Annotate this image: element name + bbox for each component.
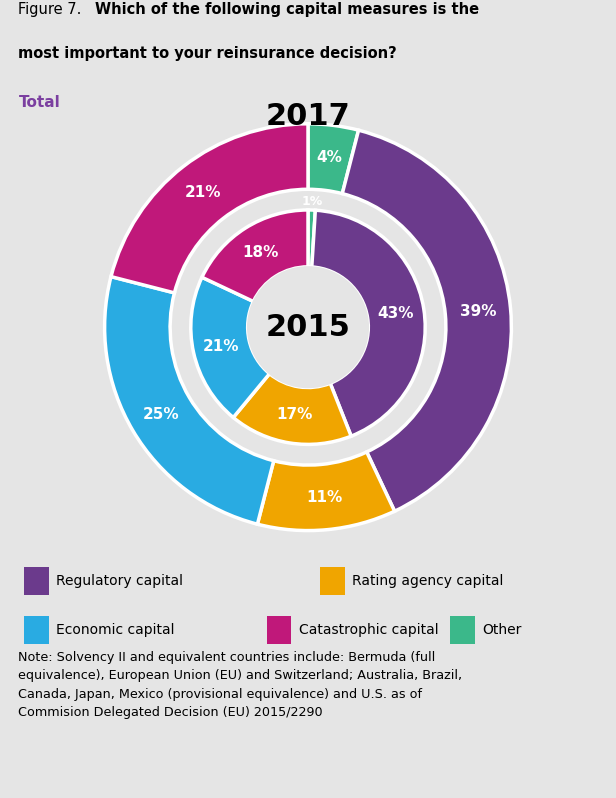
Text: Other: Other bbox=[482, 623, 521, 638]
Wedge shape bbox=[308, 124, 359, 194]
Wedge shape bbox=[202, 210, 308, 302]
Wedge shape bbox=[233, 373, 351, 444]
Wedge shape bbox=[308, 210, 315, 267]
Wedge shape bbox=[257, 452, 395, 531]
Text: 39%: 39% bbox=[460, 303, 496, 318]
Bar bbox=[267, 616, 291, 645]
Wedge shape bbox=[342, 130, 511, 512]
Bar bbox=[24, 567, 49, 595]
Text: 2015: 2015 bbox=[265, 313, 351, 342]
Text: 11%: 11% bbox=[306, 489, 342, 504]
Wedge shape bbox=[312, 210, 425, 437]
Text: Which of the following capital measures is the: Which of the following capital measures … bbox=[95, 2, 480, 18]
Text: Rating agency capital: Rating agency capital bbox=[352, 574, 503, 587]
Bar bbox=[450, 616, 475, 645]
Wedge shape bbox=[191, 277, 270, 417]
Bar bbox=[24, 616, 49, 645]
Text: most important to your reinsurance decision?: most important to your reinsurance decis… bbox=[18, 46, 397, 61]
Text: 17%: 17% bbox=[276, 407, 312, 422]
Text: 18%: 18% bbox=[242, 245, 278, 259]
Text: Note: Solvency II and equivalent countries include: Bermuda (full
equivalence), : Note: Solvency II and equivalent countri… bbox=[18, 650, 463, 719]
Text: 25%: 25% bbox=[143, 406, 179, 421]
Text: Total: Total bbox=[18, 95, 60, 110]
Text: 4%: 4% bbox=[317, 150, 342, 165]
Wedge shape bbox=[105, 277, 274, 524]
Text: 21%: 21% bbox=[185, 185, 222, 200]
Text: 2017: 2017 bbox=[265, 102, 351, 132]
Wedge shape bbox=[111, 124, 308, 293]
Text: Figure 7.: Figure 7. bbox=[18, 2, 86, 18]
Text: Regulatory capital: Regulatory capital bbox=[56, 574, 183, 587]
Text: 21%: 21% bbox=[203, 339, 240, 354]
Text: 43%: 43% bbox=[378, 306, 414, 321]
Text: 1%: 1% bbox=[301, 195, 323, 208]
Bar bbox=[320, 567, 345, 595]
Text: Economic capital: Economic capital bbox=[56, 623, 174, 638]
Circle shape bbox=[248, 267, 368, 388]
Text: Catastrophic capital: Catastrophic capital bbox=[299, 623, 438, 638]
